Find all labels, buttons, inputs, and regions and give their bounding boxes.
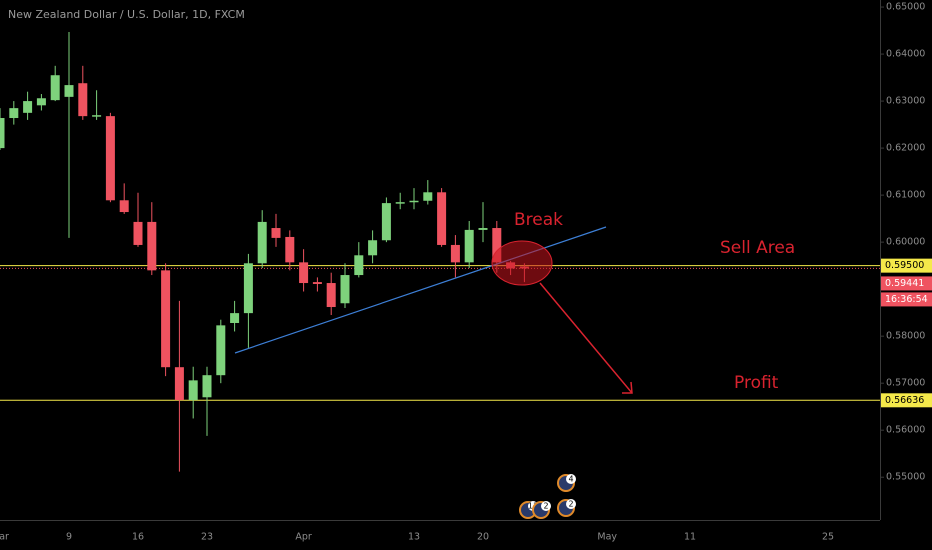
candle-body: [105, 116, 115, 201]
y-tick-label: 0.57000: [886, 378, 925, 389]
y-tick-label: 0.62000: [886, 143, 925, 154]
y-tick-label: 0.61000: [886, 190, 925, 201]
candle-body: [437, 192, 447, 245]
event-count: 2: [568, 500, 573, 509]
candle-body: [409, 200, 419, 203]
overlay: 0.59500 0.56636 0.59441 16:36:54: [881, 258, 932, 408]
candle-body: [271, 228, 281, 238]
y-tick-label: 0.65000: [886, 2, 925, 13]
x-tick-label: 9: [66, 532, 72, 543]
event-count-bg: [541, 501, 551, 511]
x-tick-label: Mar: [0, 532, 9, 543]
candle-body: [478, 228, 488, 230]
candle-body: [23, 101, 33, 113]
candle-body: [133, 221, 143, 245]
candle-body: [147, 221, 157, 271]
candle-body: [492, 228, 502, 263]
candle-body: [354, 255, 364, 276]
last-price-label: 0.59441: [885, 278, 924, 289]
candle-body: [64, 85, 74, 97]
y-tick-label: 0.60000: [886, 237, 925, 248]
x-tick-label: 23: [201, 532, 213, 543]
y-tick-label: 0.56000: [886, 425, 925, 436]
y-tick-label: 0.58000: [886, 331, 925, 342]
event-count: 4: [568, 475, 573, 484]
price-label-box: [881, 393, 932, 408]
last-price-box: [881, 276, 932, 291]
candle-body: [423, 192, 433, 201]
chart-title: New Zealand Dollar / U.S. Dollar, 1D, FX…: [8, 8, 245, 21]
plot: [0, 31, 880, 472]
candle-body: [202, 375, 212, 398]
countdown: 16:36:54: [885, 294, 928, 305]
candle-body: [243, 263, 253, 314]
annotation: Sell Area: [720, 238, 795, 258]
price-label: 0.59500: [885, 260, 924, 271]
x-tick-label: 11: [684, 532, 696, 543]
arrow-head: [622, 381, 633, 394]
annotation: Profit: [734, 373, 779, 393]
annotation: Break: [514, 210, 563, 230]
x-tick-label: 13: [408, 532, 420, 543]
candle-body: [450, 244, 460, 263]
candle-body: [230, 313, 240, 324]
countdown-box: [881, 292, 932, 307]
x-tick-label: 20: [477, 532, 489, 543]
break-circle: [491, 240, 553, 286]
arrow-shaft: [539, 282, 633, 394]
candle-body: [299, 262, 309, 284]
x-tick-label: Apr: [295, 532, 312, 543]
candle-body: [216, 325, 226, 376]
candle-body: [92, 115, 102, 117]
candle-body: [381, 203, 391, 241]
candle-body: [174, 367, 184, 401]
candle-body: [285, 236, 295, 263]
y-tick-label: 0.63000: [886, 96, 925, 107]
candle-body: [326, 283, 336, 308]
candle-body: [257, 221, 267, 264]
event-count-bg: [566, 474, 576, 484]
candle-body: [312, 282, 322, 284]
price-label: 0.56636: [885, 395, 924, 406]
candle-body: [368, 240, 378, 256]
event-count-bg: [566, 499, 576, 509]
x-tick-label: 16: [132, 532, 144, 543]
x-tick-label: 25: [822, 532, 834, 543]
candle-body: [9, 108, 19, 119]
price-label-box: [881, 258, 932, 273]
candle-body: [395, 202, 405, 204]
event-count: 2: [543, 502, 548, 511]
x-tick-label: May: [597, 532, 617, 543]
y-tick-label: 0.64000: [886, 49, 925, 60]
candle-body: [36, 98, 46, 106]
candle-body: [78, 83, 88, 117]
candle-body: [464, 229, 474, 263]
y-tick-label: 0.55000: [886, 472, 925, 483]
candle-body: [119, 200, 129, 213]
candle-body: [161, 270, 171, 368]
candle-body: [340, 275, 350, 304]
candle-body: [188, 380, 198, 401]
candle-body: [0, 118, 5, 149]
candle-body: [50, 75, 60, 101]
